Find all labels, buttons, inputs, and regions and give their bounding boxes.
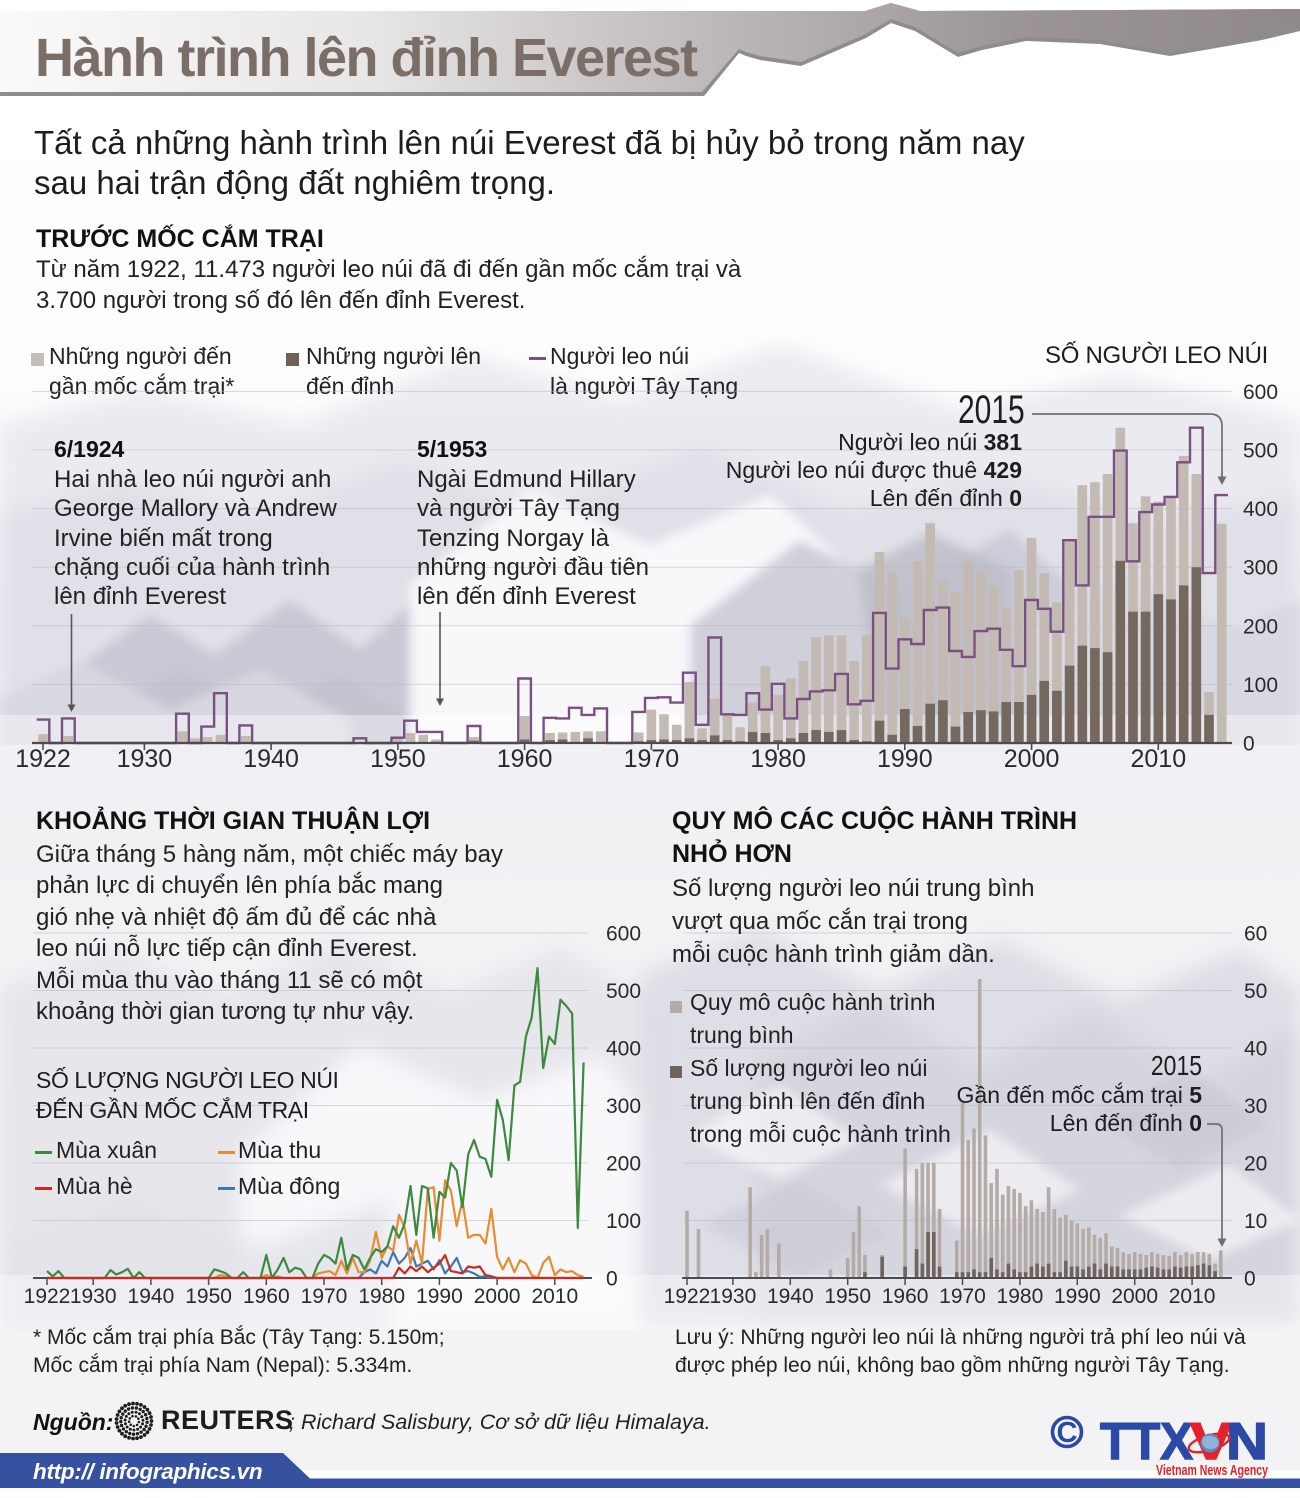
svg-text:1930: 1930 bbox=[710, 1285, 757, 1308]
svg-text:1960: 1960 bbox=[882, 1285, 929, 1308]
svg-text:50: 50 bbox=[1244, 980, 1267, 1003]
svg-text:2000: 2000 bbox=[474, 1285, 521, 1308]
svg-text:2010: 2010 bbox=[531, 1285, 578, 1308]
svg-text:0: 0 bbox=[1243, 733, 1255, 756]
svg-text:1940: 1940 bbox=[243, 745, 299, 773]
svg-text:1950: 1950 bbox=[185, 1285, 232, 1308]
svg-text:1980: 1980 bbox=[358, 1285, 405, 1308]
svg-text:1960: 1960 bbox=[497, 745, 553, 773]
svg-text:300: 300 bbox=[606, 1095, 641, 1118]
svg-text:20: 20 bbox=[1244, 1153, 1267, 1176]
svg-text:1940: 1940 bbox=[767, 1285, 814, 1308]
svg-text:300: 300 bbox=[1243, 557, 1278, 580]
svg-text:1930: 1930 bbox=[70, 1285, 117, 1308]
svg-text:30: 30 bbox=[1244, 1095, 1267, 1118]
svg-text:N: N bbox=[1226, 1413, 1268, 1471]
svg-text:200: 200 bbox=[1243, 615, 1278, 638]
svg-text:1930: 1930 bbox=[117, 745, 173, 773]
svg-text:500: 500 bbox=[1243, 440, 1278, 463]
svg-text:1980: 1980 bbox=[997, 1285, 1044, 1308]
svg-text:1970: 1970 bbox=[624, 745, 680, 773]
svg-text:1990: 1990 bbox=[416, 1285, 463, 1308]
svg-text:200: 200 bbox=[606, 1153, 641, 1176]
svg-text:600: 600 bbox=[1243, 381, 1278, 404]
svg-text:40: 40 bbox=[1244, 1038, 1267, 1061]
svg-text:0: 0 bbox=[606, 1268, 618, 1291]
svg-text:60: 60 bbox=[1244, 923, 1267, 946]
svg-text:1960: 1960 bbox=[243, 1285, 290, 1308]
svg-text:2010: 2010 bbox=[1130, 745, 1186, 773]
svg-text:1980: 1980 bbox=[750, 745, 806, 773]
svg-text:TTX: TTX bbox=[1100, 1413, 1193, 1471]
svg-text:1922: 1922 bbox=[15, 745, 71, 773]
svg-text:500: 500 bbox=[606, 980, 641, 1003]
svg-text:1950: 1950 bbox=[824, 1285, 871, 1308]
svg-text:1970: 1970 bbox=[301, 1285, 348, 1308]
svg-text:2010: 2010 bbox=[1169, 1285, 1216, 1308]
svg-text:Vietnam News Agency: Vietnam News Agency bbox=[1156, 1462, 1268, 1479]
svg-text:2000: 2000 bbox=[1004, 745, 1060, 773]
svg-text:100: 100 bbox=[606, 1210, 641, 1233]
svg-text:10: 10 bbox=[1244, 1210, 1267, 1233]
svg-text:0: 0 bbox=[1244, 1268, 1256, 1291]
svg-text:1990: 1990 bbox=[877, 745, 933, 773]
svg-text:2000: 2000 bbox=[1111, 1285, 1158, 1308]
svg-text:400: 400 bbox=[606, 1038, 641, 1061]
svg-text:1922: 1922 bbox=[664, 1285, 711, 1308]
svg-text:600: 600 bbox=[606, 923, 641, 946]
svg-text:100: 100 bbox=[1243, 674, 1278, 697]
svg-text:1950: 1950 bbox=[370, 745, 426, 773]
svg-text:1940: 1940 bbox=[128, 1285, 175, 1308]
svg-text:1990: 1990 bbox=[1054, 1285, 1101, 1308]
svg-text:1970: 1970 bbox=[939, 1285, 986, 1308]
svg-text:400: 400 bbox=[1243, 498, 1278, 521]
svg-text:C: C bbox=[1057, 1417, 1078, 1449]
svg-text:1922: 1922 bbox=[24, 1285, 71, 1308]
